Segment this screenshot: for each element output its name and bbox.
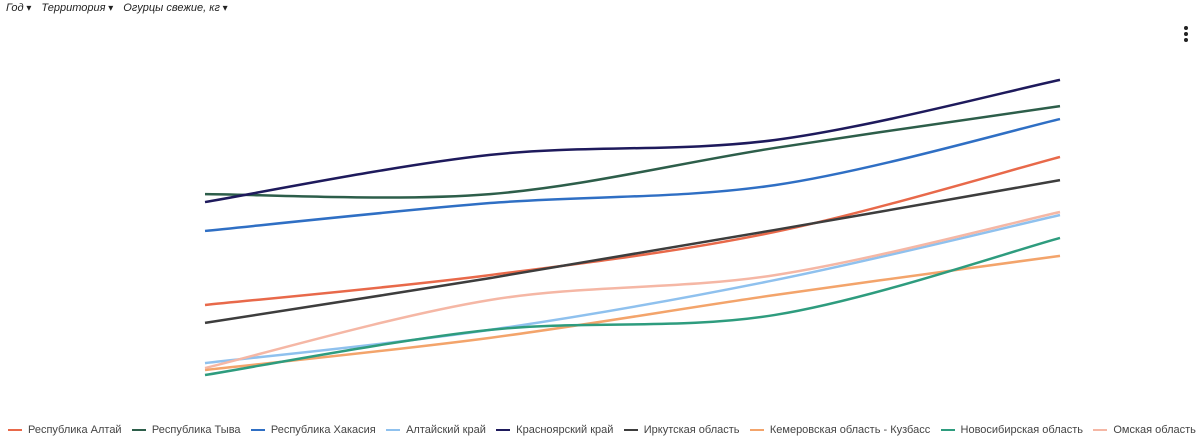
- series-line: [204, 236, 1061, 377]
- legend-item[interactable]: Республика Хакасия: [250, 424, 376, 436]
- legend-swatch: [940, 429, 955, 431]
- legend-item[interactable]: Алтайский край: [386, 424, 486, 436]
- legend-label: Омская область: [1113, 424, 1196, 436]
- legend-label: Алтайский край: [406, 424, 486, 436]
- legend-swatch: [496, 429, 511, 431]
- legend-swatch: [250, 429, 265, 431]
- legend-item[interactable]: Новосибирская область: [940, 424, 1084, 436]
- legend-swatch: [386, 429, 401, 431]
- legend-swatch: [131, 429, 146, 431]
- filter-bar: Год Территория Огурцы свежие, кг: [6, 2, 228, 14]
- series-line: [204, 155, 1061, 307]
- filter[interactable]: Территория: [41, 2, 113, 14]
- legend-label: Новосибирская область: [960, 424, 1084, 436]
- series-line: [204, 178, 1061, 325]
- legend-item[interactable]: Республика Тыва: [131, 424, 241, 436]
- legend-swatch: [623, 429, 638, 431]
- legend-label: Иркутская область: [643, 424, 740, 436]
- legend-label: Красноярский край: [516, 424, 614, 436]
- series-line: [204, 104, 1061, 199]
- legend-item[interactable]: Красноярский край: [496, 424, 613, 436]
- legend-item[interactable]: Кемеровская область - Кузбасс: [749, 424, 931, 436]
- series-line: [204, 210, 1061, 370]
- legend-label: Республика Алтай: [28, 424, 122, 436]
- menu-button[interactable]: [1184, 26, 1188, 44]
- series-line: [204, 117, 1061, 233]
- series-line: [204, 213, 1061, 365]
- legend-swatch: [8, 429, 22, 431]
- series-line: [204, 78, 1061, 204]
- filter[interactable]: Год: [6, 2, 31, 14]
- legend-item[interactable]: Иркутская область: [623, 424, 740, 436]
- legend-swatch: [1093, 429, 1108, 431]
- legend-item[interactable]: Республика Алтай: [8, 424, 122, 436]
- legend-label: Республика Тыва: [151, 424, 241, 436]
- legend-item[interactable]: Омская область: [1093, 424, 1196, 436]
- chart: [204, 78, 1061, 377]
- series-line: [204, 254, 1061, 372]
- filter[interactable]: Огурцы свежие, кг: [123, 2, 227, 14]
- legend-swatch: [749, 429, 764, 431]
- legend-label: Кемеровская область - Кузбасс: [769, 424, 931, 436]
- legend-label: Республика Хакасия: [270, 424, 376, 436]
- legend: Республика Алтай Республика Тыва Республик…: [8, 424, 1196, 436]
